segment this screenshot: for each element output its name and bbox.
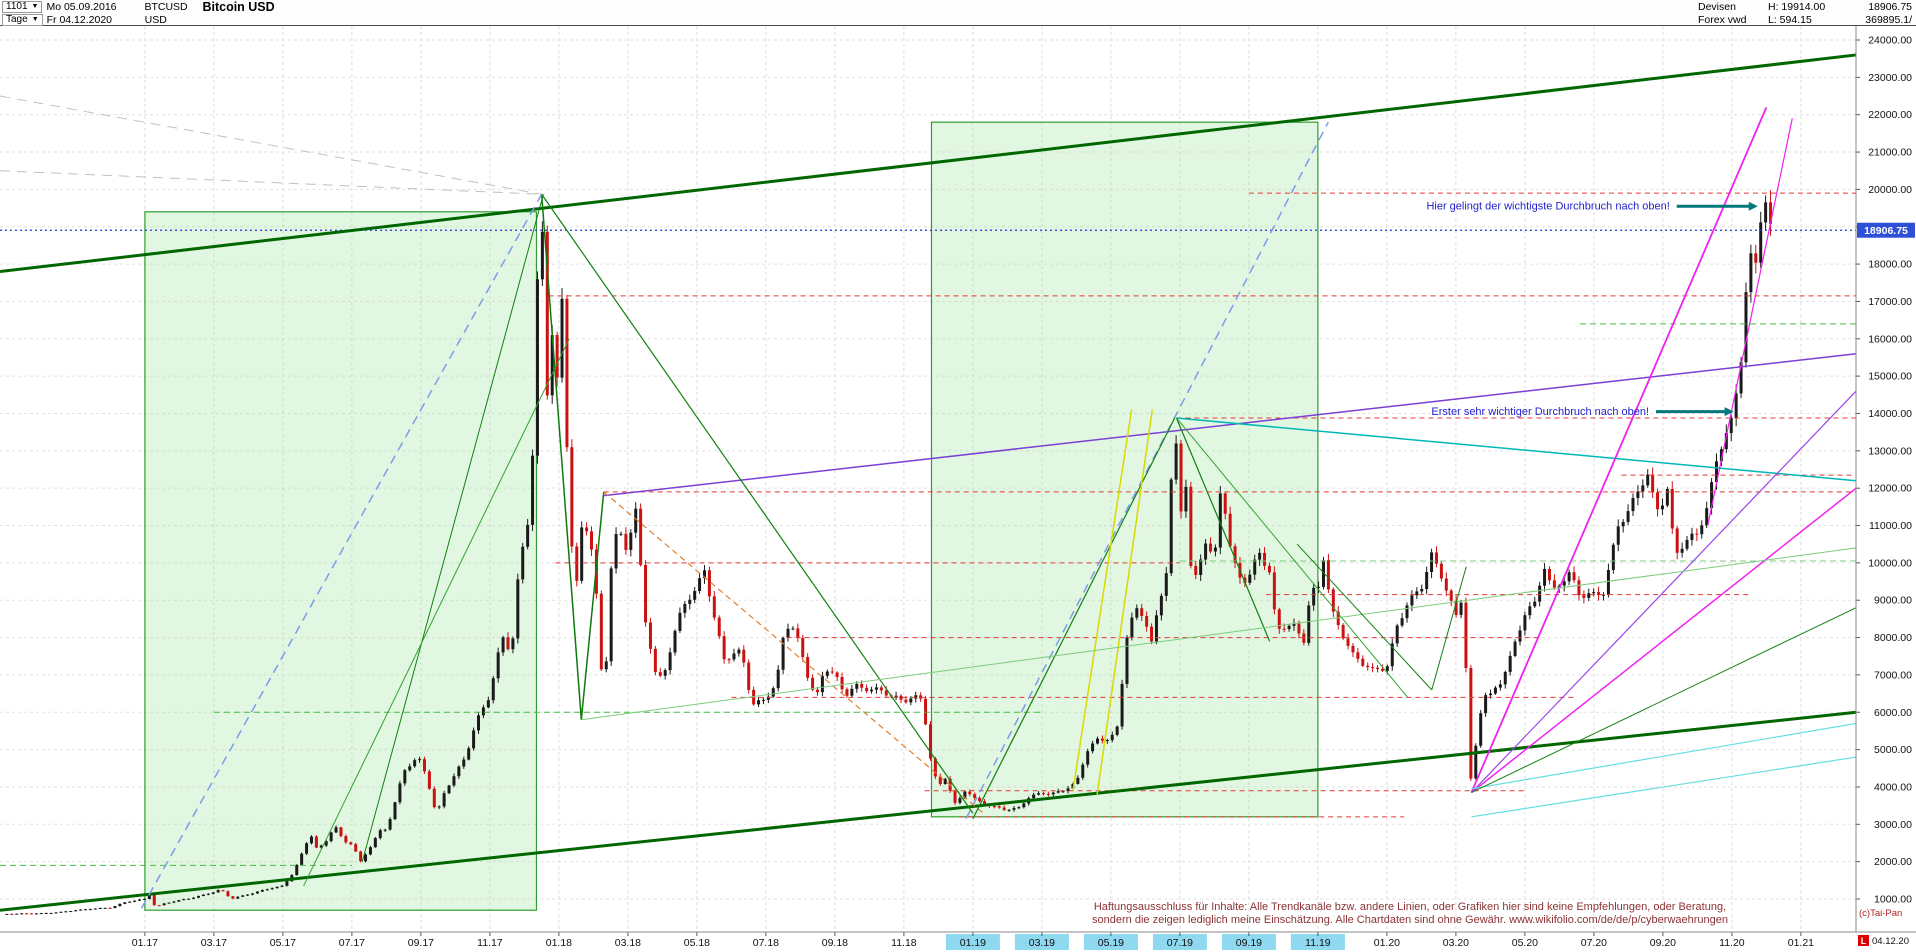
y-axis-label: 6000.00 (1874, 707, 1912, 719)
y-axis-label: 7000.00 (1874, 669, 1912, 681)
x-axis-label: 11.18 (891, 937, 917, 949)
header-row-1: 1101 ▼ Mo 05.09.2016 BTCUSD Bitcoin USD … (0, 0, 1916, 14)
disclaimer-line-1: Haftungsausschluss für Inhalte: Alle Tre… (1094, 901, 1726, 913)
annotation-text: Erster sehr wichtiger Durchbruch nach ob… (1431, 406, 1649, 418)
y-axis-label: 13000.00 (1868, 445, 1912, 457)
currency-label: USD (144, 13, 167, 26)
volume-value: 369895.1/ (1865, 13, 1912, 26)
y-axis-label: 12000.00 (1868, 483, 1912, 495)
annotations-layer: Hier gelingt der wichtigste Durchbruch n… (1426, 201, 1758, 418)
last-date-label: Fr 04.12.2020 (46, 13, 113, 26)
x-axis-label: 01.18 (546, 937, 572, 949)
trend-regions-layer (144, 121, 1319, 911)
text-layer: Haftungsausschluss für Inhalte: Alle Tre… (1092, 901, 1902, 926)
chevron-down-icon: ▼ (31, 3, 39, 10)
x-axis-label: 11.17 (477, 937, 503, 949)
instrument-id: 1101 (6, 1, 28, 12)
taipan-watermark: (c)Tai-Pan (1859, 908, 1902, 919)
y-axis-label: 21000.00 (1868, 147, 1912, 159)
x-axis-label: 05.20 (1512, 937, 1538, 949)
y-axis-label: 8000.00 (1874, 632, 1912, 644)
series-start-date: Mo 05.09.2016 (46, 0, 117, 13)
symbol-label: BTCUSD (144, 0, 188, 13)
y-axis-label: 23000.00 (1868, 72, 1912, 84)
session-high-label: H: 19914.00 (1768, 0, 1826, 13)
y-axis-label: 10000.00 (1868, 557, 1912, 569)
disclaimer-line-2: sondern die zeigen lediglich meine Einsc… (1092, 914, 1728, 926)
x-axis-label: 09.19 (1236, 937, 1262, 949)
chart-header: 1101 ▼ Mo 05.09.2016 BTCUSD Bitcoin USD … (0, 0, 1916, 26)
annotation-text: Hier gelingt der wichtigste Durchbruch n… (1426, 201, 1669, 213)
x-axis-label: 09.20 (1650, 937, 1676, 949)
chevron-down-icon: ▼ (31, 16, 39, 23)
y-axis: 1000.00 2000.00 3000.00 4000.00 5000.00 6000.… (1856, 35, 1912, 906)
y-axis-label: 16000.00 (1868, 333, 1912, 345)
x-axis-label: 03.19 (1029, 937, 1055, 949)
price-chart-canvas[interactable]: Hier gelingt der wichtigste Durchbruch n… (0, 26, 1916, 952)
last-date-value: 04.12.20 (1872, 936, 1909, 947)
plot-frame (0, 26, 1916, 933)
y-axis-label: 4000.00 (1874, 781, 1912, 793)
y-axis-label: 9000.00 (1874, 595, 1912, 607)
x-axis-label: 07.18 (753, 937, 779, 949)
x-axis-label: 07.17 (339, 937, 365, 949)
y-axis-label: 24000.00 (1868, 35, 1912, 47)
y-axis-label: 14000.00 (1868, 408, 1912, 420)
trendlines-layer (0, 53, 1857, 912)
hlines-layer (0, 192, 1857, 866)
y-axis-label: 22000.00 (1868, 109, 1912, 121)
y-axis-label: 2000.00 (1874, 856, 1912, 868)
grid-layer (0, 26, 1856, 932)
x-axis-label: 11.19 (1305, 937, 1331, 949)
x-axis: 01.17 03.17 05.17 07.17 09.17 11.17 01.18 03.18… (132, 932, 1814, 950)
instrument-title: Bitcoin USD (202, 0, 275, 14)
x-axis-label: 05.18 (684, 937, 710, 949)
x-axis-label: 11.20 (1719, 937, 1745, 949)
y-axis-label: 5000.00 (1874, 744, 1912, 756)
period-label: Tage (6, 14, 28, 25)
x-axis-label: 09.17 (408, 937, 434, 949)
current-price-badge: 18906.75 (1864, 225, 1908, 237)
instrument-id-dropdown[interactable]: 1101 ▼ (2, 0, 43, 13)
x-axis-label: 01.17 (132, 937, 158, 949)
session-low-label: L: 594.15 (1768, 13, 1812, 26)
y-axis-label: 20000.00 (1868, 184, 1912, 196)
y-axis-label: 11000.00 (1869, 520, 1912, 532)
y-axis-label: 1000.00 (1874, 894, 1912, 906)
x-axis-label: 01.21 (1788, 937, 1814, 949)
svg-text:L: L (1861, 936, 1867, 946)
last-bar-marker: L 04.12.20 (1858, 935, 1909, 947)
header-row-2: Tage ▼ Fr 04.12.2020 USD Forex vwd L: 59… (0, 13, 1916, 26)
last-price-value: 18906.75 (1868, 0, 1912, 13)
x-axis-label: 07.20 (1581, 937, 1607, 949)
candles-layer (5, 190, 1773, 915)
y-axis-label: 15000.00 (1868, 371, 1912, 383)
x-axis-label: 05.19 (1098, 937, 1124, 949)
x-axis-label: 03.20 (1443, 937, 1469, 949)
y-axis-label: 17000.00 (1868, 296, 1912, 308)
price-badge: 18906.75 (1857, 222, 1915, 238)
x-axis-label: 03.18 (615, 937, 641, 949)
x-axis-label: 07.19 (1167, 937, 1193, 949)
period-dropdown[interactable]: Tage ▼ (2, 13, 43, 26)
x-axis-label: 09.18 (822, 937, 848, 949)
feed-label: Forex vwd (1698, 13, 1747, 26)
x-axis-label: 03.17 (201, 937, 227, 949)
y-axis-label: 3000.00 (1874, 819, 1912, 831)
x-axis-label: 05.17 (270, 937, 296, 949)
x-axis-label: 01.19 (960, 937, 986, 949)
x-axis-label: 01.20 (1374, 937, 1400, 949)
chart-area: Hier gelingt der wichtigste Durchbruch n… (0, 26, 1916, 952)
y-axis-label: 18000.00 (1868, 259, 1912, 271)
market-group-label: Devisen (1698, 0, 1736, 13)
